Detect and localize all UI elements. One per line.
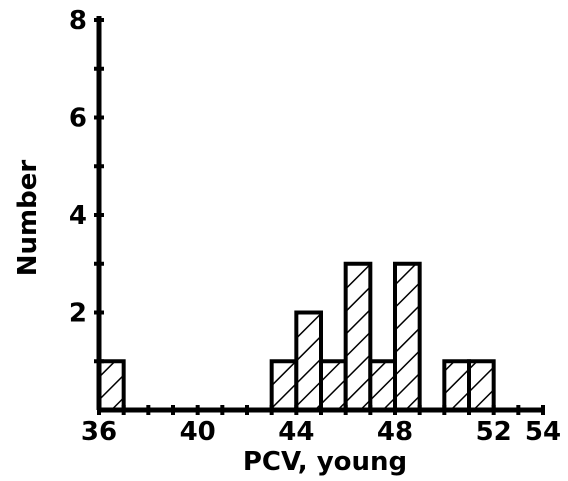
histogram-bar [368, 359, 398, 412]
y-tick-label: 8 [69, 6, 87, 36]
histogram-bar [343, 261, 373, 412]
x-tick-label: 44 [278, 417, 314, 447]
axes-layer: 36 40 44 48 52 54 2 4 6 8 [69, 6, 561, 447]
histogram-bar [393, 261, 422, 412]
histogram-bar [467, 359, 496, 412]
histogram-bar [97, 359, 126, 412]
x-tick-label: 54 [525, 417, 561, 447]
y-axis-title: Number [13, 160, 43, 277]
y-tick-label: 2 [69, 299, 87, 329]
x-axis-title: PCV, young [243, 447, 407, 477]
x-tick-label: 36 [81, 417, 117, 447]
histogram-bar [269, 359, 299, 412]
histogram-bar [294, 310, 324, 412]
x-tick-label: 52 [476, 417, 512, 447]
x-tick-label: 48 [377, 417, 413, 447]
y-tick-label: 6 [69, 104, 87, 134]
bars-layer [97, 261, 496, 412]
histogram-bar [442, 359, 472, 412]
y-tick-label: 4 [69, 201, 87, 231]
x-tick-label: 40 [180, 417, 216, 447]
histogram-bar [319, 359, 348, 412]
